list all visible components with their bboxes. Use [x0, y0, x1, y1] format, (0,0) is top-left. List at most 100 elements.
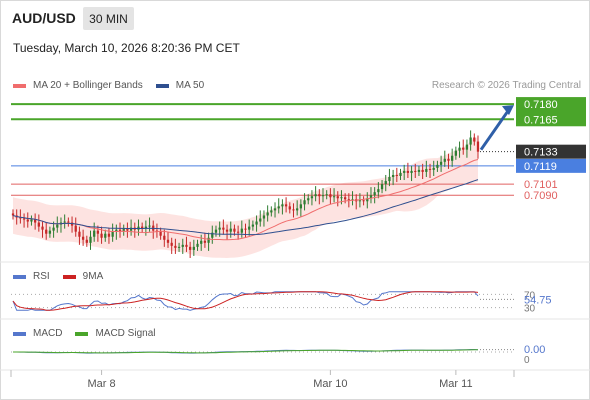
- datetime-label: Tuesday, March 10, 2026 8:20:36 PM CET: [13, 41, 240, 55]
- candle-body: [203, 240, 207, 243]
- candle-body: [141, 226, 144, 229]
- candle-body: [107, 233, 111, 237]
- candle-body: [96, 230, 100, 234]
- candle-body: [233, 228, 236, 232]
- candle-body: [100, 233, 103, 238]
- candle-body: [163, 235, 166, 240]
- candle-body: [148, 225, 151, 227]
- candle-body: [177, 246, 181, 248]
- candle-body: [251, 224, 255, 227]
- candle-body: [473, 137, 476, 142]
- candle-body: [454, 150, 458, 156]
- candle-body: [321, 195, 325, 197]
- candle-body: [417, 169, 421, 172]
- candle-body: [81, 236, 85, 240]
- candle-body: [358, 200, 362, 202]
- candle-body: [428, 168, 432, 170]
- candle-body: [104, 233, 107, 238]
- candle-body: [476, 141, 480, 152]
- macd-signal-legend-label: MACD Signal: [95, 328, 156, 339]
- candle-body: [436, 164, 439, 168]
- candle-body: [384, 181, 387, 185]
- candle-body: [244, 228, 247, 230]
- candle-body: [270, 210, 273, 213]
- candle-body: [144, 226, 148, 229]
- candle-body: [74, 225, 77, 232]
- candle-body: [403, 170, 406, 173]
- macd-last-value: 0.00: [524, 344, 545, 356]
- candle-body: [443, 158, 446, 162]
- candle-body: [343, 197, 347, 200]
- candle-body: [314, 194, 317, 197]
- candle-body: [277, 206, 280, 209]
- forecast-arrow-head: [502, 105, 514, 116]
- ma50-label: MA 50: [175, 80, 205, 91]
- candle-body: [410, 170, 413, 173]
- candle-body: [37, 222, 40, 227]
- macd-legend-label: MACD: [33, 328, 63, 339]
- candle-body: [318, 194, 321, 197]
- candle-body: [174, 245, 177, 248]
- candle-body: [93, 230, 96, 237]
- price-legend: MA 20 + Bollinger Bands MA 50: [13, 80, 204, 91]
- candle-body: [462, 147, 465, 150]
- candle-body: [222, 227, 225, 230]
- rsi-swatch: [13, 274, 26, 279]
- candle-body: [115, 229, 118, 232]
- candle-body: [22, 218, 26, 220]
- candle-body: [196, 243, 199, 247]
- candle-body: [325, 194, 328, 196]
- x-axis-tick-label: Mar 11: [439, 378, 472, 390]
- candle-body: [126, 228, 129, 231]
- candle-body: [391, 174, 395, 177]
- macd-signal-line: [13, 349, 478, 354]
- candle-body: [11, 213, 15, 216]
- candle-body: [288, 206, 291, 210]
- candle-body: [399, 172, 402, 176]
- candle-body: [159, 231, 162, 236]
- candle-body: [373, 192, 376, 196]
- candle-body: [240, 228, 243, 233]
- candle-body: [425, 168, 428, 172]
- rsi-line: [12, 291, 479, 311]
- candle-body: [211, 232, 214, 238]
- candle-body: [85, 239, 88, 243]
- timeframe-button[interactable]: 30 MIN: [83, 7, 134, 30]
- candle-body: [380, 184, 384, 190]
- candle-body: [377, 189, 380, 193]
- candle-body: [48, 230, 52, 234]
- rsi-tick-70: 70: [524, 290, 536, 301]
- ma20-swatch: [13, 83, 26, 88]
- candle-body: [229, 228, 232, 232]
- candle-body: [281, 204, 284, 207]
- forecast-arrow-shaft: [479, 107, 512, 151]
- candle-body: [78, 231, 81, 237]
- candle-body: [111, 231, 114, 237]
- candle-body: [351, 199, 354, 201]
- candle-body: [259, 218, 262, 222]
- rsi-legend: RSI 9MA: [13, 271, 103, 282]
- candle-body: [273, 208, 277, 211]
- candle-body: [255, 221, 258, 225]
- credit-text: Research © 2026 Trading Central: [431, 80, 581, 91]
- candle-body: [118, 229, 122, 232]
- support-level-label-3: 0.7101: [524, 179, 558, 191]
- x-axis-tick-label: Mar 8: [88, 378, 116, 390]
- candle-body: [299, 204, 303, 209]
- pivot-level-tag: [516, 158, 586, 173]
- resistance-level-tag: [516, 97, 586, 127]
- candle-body: [421, 169, 424, 172]
- candle-body: [214, 229, 218, 233]
- candle-body: [469, 137, 472, 145]
- candle-body: [166, 239, 170, 243]
- candle-body: [262, 215, 266, 219]
- candle-body: [225, 229, 229, 232]
- candle-body: [347, 199, 350, 201]
- candle-body: [366, 198, 369, 202]
- resistance-level-label-0: 0.7180: [524, 99, 558, 111]
- candle-body: [52, 227, 55, 231]
- rsi-ma-line: [12, 291, 479, 311]
- candle-body: [414, 170, 417, 172]
- candle-body: [63, 221, 66, 223]
